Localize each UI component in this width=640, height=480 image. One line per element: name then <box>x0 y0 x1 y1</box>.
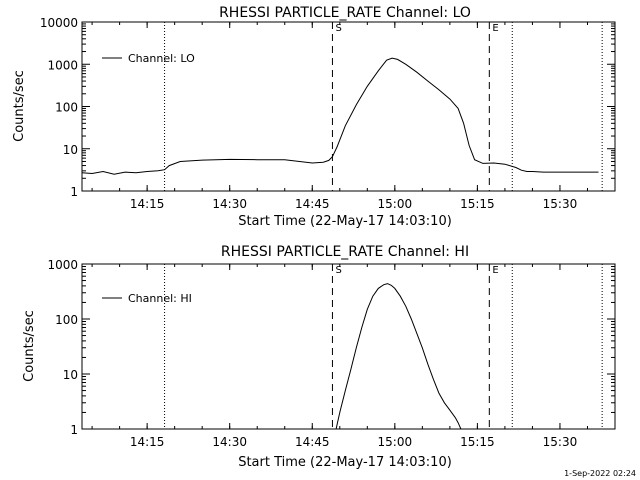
marker-label: S <box>335 265 341 276</box>
legend: Channel: LO <box>102 52 195 65</box>
footer-timestamp: 1-Sep-2022 02:24 <box>564 469 636 478</box>
y-tick-label: 10000 <box>40 16 78 30</box>
x-tick-label: 15:15 <box>460 197 495 211</box>
x-tick-label: 14:30 <box>212 197 247 211</box>
x-tick-label: 14:15 <box>130 197 165 211</box>
marker-label: E <box>492 23 498 34</box>
x-tick-label: 15:15 <box>460 435 495 449</box>
plot-frame <box>81 21 616 192</box>
series-line <box>335 283 462 430</box>
x-tick-label: 15:00 <box>378 435 413 449</box>
x-tick-label: 15:30 <box>543 197 578 211</box>
series-line <box>81 57 599 175</box>
y-tick-label: 100 <box>55 313 78 327</box>
y-tick-label: 10 <box>63 143 78 157</box>
x-tick-label: 14:15 <box>130 435 165 449</box>
y-tick-label: 1 <box>70 185 78 199</box>
y-tick-label: 1000 <box>47 58 78 72</box>
marker-label: S <box>335 23 341 34</box>
legend: Channel: HI <box>102 292 192 305</box>
x-tick-label: 14:45 <box>295 435 330 449</box>
chart-title: RHESSI PARTICLE_RATE Channel: LO <box>219 5 471 21</box>
chart-title: RHESSI PARTICLE_RATE Channel: HI <box>221 244 469 260</box>
axes: 14:15 14:30 14:45 15:00 15:15 15:30 1 10 100 1000 <box>47 258 616 449</box>
x-tick-label: 14:45 <box>295 197 330 211</box>
series-layer <box>335 283 462 430</box>
plot-frame <box>81 263 616 430</box>
y-axis-label: Counts/sec <box>12 70 27 142</box>
x-axis-label: Start Time (22-May-17 14:03:10) <box>238 455 452 470</box>
y-tick-label: 1000 <box>47 258 78 272</box>
x-tick-label: 15:30 <box>543 435 578 449</box>
y-tick-label: 10 <box>63 368 78 382</box>
marker-label: E <box>492 265 498 276</box>
series-layer <box>81 57 599 175</box>
axes: 14:15 14:30 14:45 15:00 15:15 15:30 1 10 100 1000… <box>40 16 616 211</box>
y-axis-label: Counts/sec <box>22 310 37 382</box>
x-tick-label: 14:30 <box>212 435 247 449</box>
x-tick-label: 15:00 <box>378 197 413 211</box>
legend-label: Channel: LO <box>128 52 195 65</box>
x-axis-label: Start Time (22-May-17 14:03:10) <box>238 214 452 229</box>
legend-label: Channel: HI <box>128 292 192 305</box>
y-tick-label: 1 <box>70 423 78 437</box>
y-tick-label: 100 <box>55 101 78 115</box>
